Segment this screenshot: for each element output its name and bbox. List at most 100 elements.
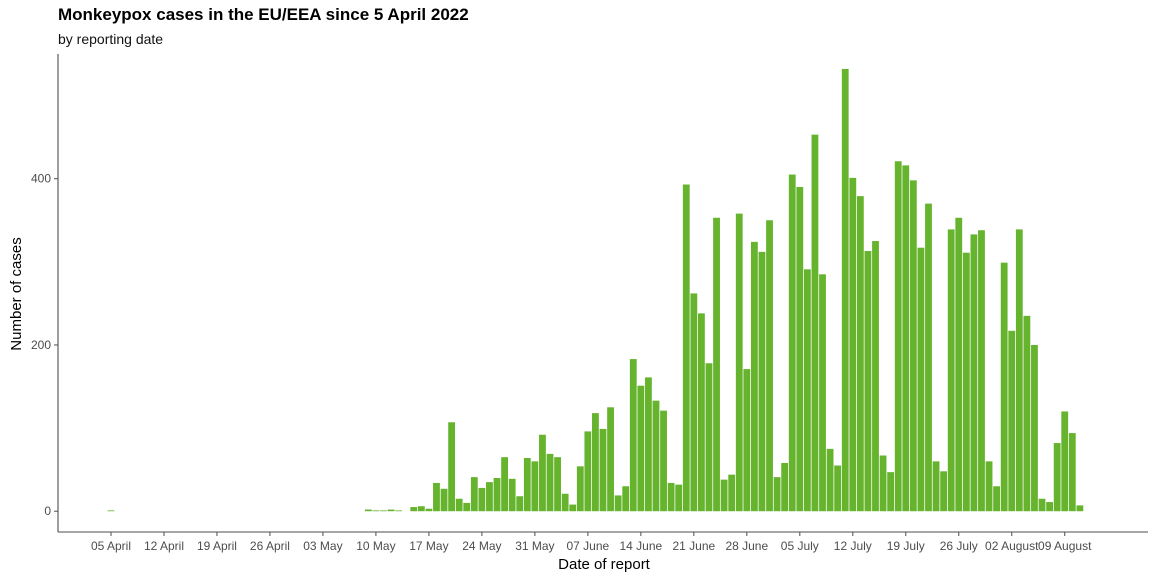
bar [599, 428, 607, 512]
bar [1038, 498, 1046, 512]
bar [917, 247, 925, 512]
bar [811, 134, 819, 512]
bar [576, 466, 584, 512]
bar [660, 410, 667, 512]
bar [417, 506, 425, 512]
x-tick-label: 26 April [250, 539, 290, 553]
bar [902, 165, 910, 512]
bar [856, 196, 864, 512]
bar [796, 187, 804, 512]
bar [523, 458, 531, 512]
bar [637, 385, 645, 512]
bar [879, 455, 887, 512]
bar [1023, 315, 1031, 512]
bar [940, 471, 948, 512]
bar [743, 369, 751, 512]
bar [728, 474, 736, 512]
bar [107, 510, 115, 512]
bar [803, 269, 811, 512]
bar [539, 434, 546, 512]
x-tick-label: 10 May [356, 539, 395, 553]
bar [448, 422, 456, 512]
bar [561, 493, 569, 512]
bar [690, 293, 698, 512]
y-tick-label: 200 [31, 338, 51, 352]
bar [675, 484, 683, 512]
bar [470, 477, 478, 512]
bar [486, 482, 493, 512]
bar [1031, 344, 1038, 512]
bar [463, 502, 471, 512]
bar [425, 508, 433, 512]
bar [720, 479, 728, 512]
x-tick-label: 07 June [567, 539, 610, 553]
bar [925, 203, 932, 512]
bar [508, 478, 516, 512]
bar [410, 507, 418, 512]
bar [955, 217, 963, 512]
bar [978, 230, 985, 512]
bar [667, 482, 675, 512]
bar [645, 377, 652, 512]
bar [705, 363, 713, 512]
bar [713, 217, 720, 512]
bar [993, 486, 1001, 512]
bar [887, 472, 895, 512]
bar [584, 431, 592, 512]
bar [1015, 229, 1023, 512]
bar [440, 488, 448, 512]
x-tick-label: 05 April [91, 539, 131, 553]
bar [622, 486, 630, 512]
bar [962, 252, 970, 512]
y-axis-title: Number of cases [8, 237, 25, 350]
bar [735, 213, 743, 512]
bar [947, 229, 955, 512]
bars-group [107, 68, 1084, 512]
bar [433, 482, 440, 512]
bar [788, 174, 796, 512]
bar [698, 313, 705, 512]
x-tick-label: 19 April [197, 539, 237, 553]
bar [1076, 505, 1084, 512]
bar [501, 457, 508, 512]
x-tick-label: 28 June [725, 539, 768, 553]
bar [455, 498, 463, 512]
x-axis-title: Date of report [558, 556, 651, 573]
bar [750, 241, 758, 512]
x-tick-label: 26 July [940, 539, 978, 553]
bar [592, 413, 599, 512]
bar [932, 461, 940, 512]
x-tick-label: 05 July [781, 539, 819, 553]
y-tick-label: 0 [44, 504, 51, 518]
x-tick-label: 14 June [619, 539, 662, 553]
bar [1061, 411, 1069, 512]
bar [614, 495, 622, 512]
bar [1053, 443, 1061, 512]
bar [985, 461, 993, 512]
bar [834, 465, 842, 512]
bar [819, 274, 826, 512]
x-axis: 05 April 12 April 19 April 26 April 03 May 10… [58, 531, 1148, 553]
x-tick-label: 31 May [515, 539, 554, 553]
y-tick-label: 400 [31, 172, 51, 186]
bar [894, 161, 902, 512]
bar [773, 477, 781, 512]
bar [1000, 262, 1008, 512]
x-tick-label: 03 May [303, 539, 342, 553]
bar [546, 453, 554, 512]
bar [682, 184, 690, 512]
bar [1046, 502, 1053, 512]
x-tick-label: 17 May [409, 539, 448, 553]
bar [372, 510, 380, 512]
bar [826, 448, 834, 512]
bar [607, 407, 614, 512]
x-tick-label: 21 June [672, 539, 715, 553]
x-tick-label: 02 August [985, 539, 1039, 553]
chart-title: Monkeypox cases in the EU/EEA since 5 Ap… [58, 5, 469, 24]
bar [1068, 433, 1076, 512]
x-tick-label: 24 May [462, 539, 501, 553]
x-tick-label: 09 August [1038, 539, 1092, 553]
bar [554, 457, 561, 512]
bar [909, 180, 917, 512]
